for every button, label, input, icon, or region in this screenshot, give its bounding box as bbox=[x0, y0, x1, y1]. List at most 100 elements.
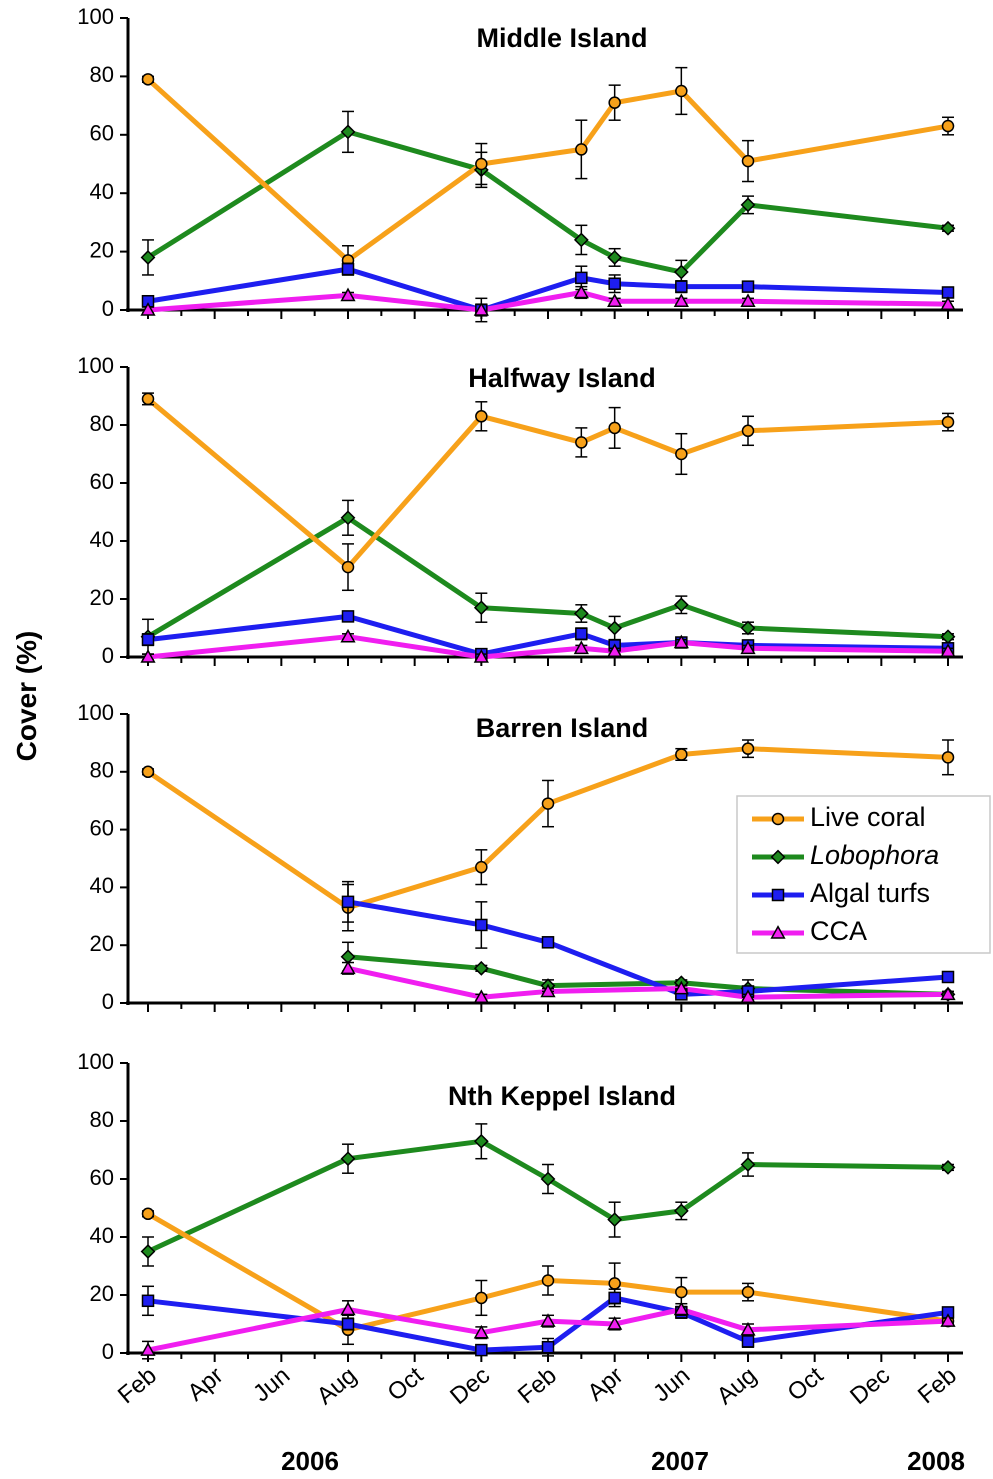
data-point bbox=[341, 262, 355, 276]
data-point bbox=[675, 447, 688, 461]
data-point bbox=[475, 860, 488, 874]
data-point bbox=[541, 1340, 555, 1354]
y-tick-label: 100 bbox=[77, 1049, 114, 1074]
series-line bbox=[145, 76, 951, 263]
data-point bbox=[741, 280, 755, 293]
data-point bbox=[607, 1316, 623, 1330]
series-line bbox=[345, 899, 951, 997]
data-point bbox=[573, 232, 589, 248]
series-line bbox=[145, 515, 951, 640]
x-tick-label: Feb bbox=[113, 1362, 162, 1409]
data-point bbox=[673, 1301, 689, 1316]
legend-label: Live coral bbox=[810, 802, 926, 832]
data-point bbox=[473, 960, 489, 976]
series-line bbox=[345, 965, 951, 1000]
series-line bbox=[145, 634, 951, 660]
x-axis-labels: Feb Apr Jun Aug Oct Dec Feb Apr Jun Aug Oct Dec Feb 2… bbox=[113, 1362, 965, 1476]
y-tick-label: 80 bbox=[90, 1107, 114, 1132]
data-point bbox=[575, 436, 588, 449]
data-point bbox=[140, 250, 156, 265]
y-tick-label: 100 bbox=[77, 700, 114, 725]
y-tick-label: 20 bbox=[90, 585, 114, 610]
y-tick-label: 80 bbox=[90, 411, 114, 436]
data-point bbox=[740, 1321, 756, 1336]
data-point bbox=[340, 1151, 356, 1167]
y-tick-label: 0 bbox=[102, 296, 114, 321]
x-tick-label: Feb bbox=[513, 1362, 562, 1409]
legend: Live coral Lobophora Algal turfs CCA bbox=[736, 795, 991, 954]
data-point bbox=[475, 157, 488, 171]
series-line bbox=[145, 266, 951, 313]
data-point bbox=[673, 980, 689, 995]
panel: Middle Island 0 20 40 60 80 100 bbox=[77, 4, 963, 323]
data-point bbox=[941, 119, 955, 133]
data-point bbox=[740, 640, 756, 655]
data-point bbox=[141, 73, 155, 86]
data-point bbox=[608, 277, 621, 290]
data-point bbox=[607, 643, 623, 658]
data-point bbox=[770, 925, 786, 939]
series-line bbox=[145, 1138, 951, 1254]
data-point bbox=[771, 888, 785, 902]
data-point bbox=[541, 936, 555, 949]
data-point bbox=[541, 797, 555, 810]
data-point bbox=[475, 918, 488, 932]
data-point bbox=[341, 895, 355, 909]
data-point bbox=[475, 1343, 488, 1357]
data-point bbox=[141, 1294, 155, 1308]
data-point bbox=[141, 1207, 155, 1221]
y-tick-label: 80 bbox=[90, 758, 114, 783]
data-point bbox=[608, 421, 621, 435]
series-line bbox=[145, 129, 951, 275]
data-point bbox=[675, 1285, 688, 1299]
panel-title: Middle Island bbox=[476, 23, 647, 53]
series-line bbox=[145, 396, 951, 570]
data-point bbox=[475, 410, 488, 423]
x-tick-label: Aug bbox=[712, 1362, 762, 1410]
data-point bbox=[341, 560, 355, 574]
data-point bbox=[608, 1291, 621, 1305]
data-point bbox=[475, 1291, 488, 1305]
data-point bbox=[340, 287, 356, 302]
x-tick-label: Jun bbox=[248, 1362, 295, 1408]
y-tick-label: 80 bbox=[90, 62, 114, 87]
y-tick-label: 60 bbox=[90, 815, 114, 840]
data-point bbox=[473, 1324, 489, 1339]
data-point bbox=[541, 1274, 555, 1287]
data-point bbox=[940, 220, 956, 236]
panel-title: Halfway Island bbox=[468, 363, 656, 393]
x-tick-label: Apr bbox=[183, 1362, 229, 1407]
data-point bbox=[941, 415, 955, 429]
data-point bbox=[941, 751, 955, 764]
chart-panels: Middle Island 0 20 40 60 80 100 Halfway Island 0… bbox=[77, 4, 963, 1364]
data-point bbox=[141, 765, 155, 779]
data-point bbox=[573, 284, 589, 299]
data-point bbox=[741, 1285, 755, 1299]
panel: Nth Keppel Island 0 20 40 60 80 100 bbox=[77, 1049, 963, 1364]
y-tick-label: 20 bbox=[90, 1281, 114, 1306]
panel-title: Barren Island bbox=[476, 713, 649, 743]
y-tick-label: 40 bbox=[90, 873, 114, 898]
data-point bbox=[741, 154, 755, 168]
data-point bbox=[141, 392, 155, 406]
panel: Barren Island 0 20 40 60 80 100 bbox=[77, 700, 963, 1014]
data-point bbox=[607, 250, 623, 265]
x-tick-label: Dec bbox=[445, 1362, 495, 1410]
x-tick-label: Oct bbox=[383, 1362, 429, 1407]
data-point bbox=[673, 264, 689, 280]
x-tick-label: Feb bbox=[913, 1362, 962, 1409]
data-point bbox=[575, 143, 588, 156]
data-point bbox=[673, 634, 689, 649]
y-tick-label: 40 bbox=[90, 179, 114, 204]
data-point bbox=[741, 1335, 755, 1348]
data-point bbox=[771, 812, 785, 826]
y-axis-title: Cover (%) bbox=[11, 631, 42, 762]
data-point bbox=[940, 1160, 956, 1175]
data-point bbox=[575, 271, 588, 285]
data-point bbox=[940, 1313, 956, 1327]
data-point bbox=[140, 1244, 156, 1259]
y-tick-label: 60 bbox=[90, 121, 114, 146]
y-tick-label: 60 bbox=[90, 469, 114, 494]
x-tick-label: Oct bbox=[783, 1362, 829, 1407]
